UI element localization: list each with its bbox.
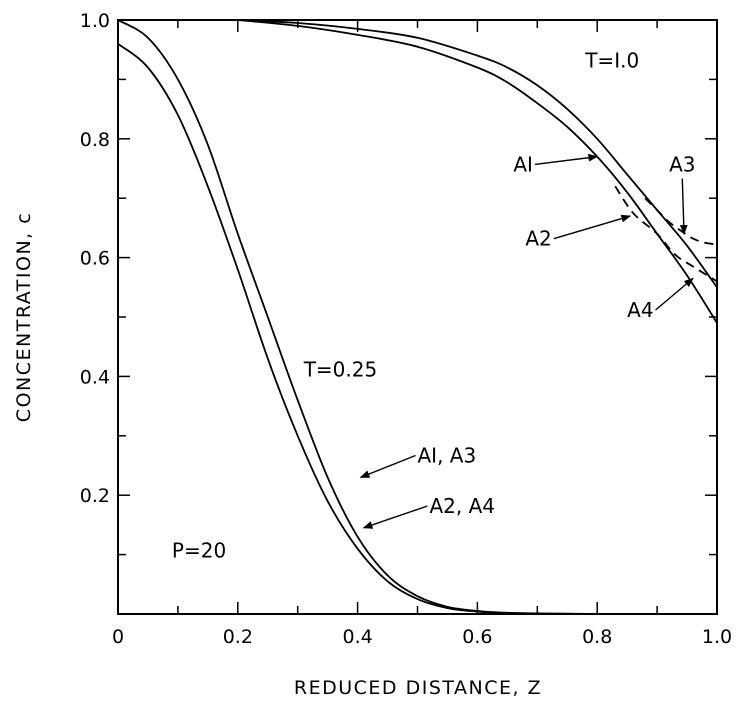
series-line-4 bbox=[237, 19, 718, 324]
x-tick-label: 0.2 bbox=[223, 626, 253, 648]
tick-labels: 0 0.2 0.4 0.6 0.8 1.0 0.2 0.4 0.6 0.8 1.0 bbox=[80, 10, 732, 648]
annotation-label: AI, A3 bbox=[418, 444, 477, 468]
annotation-arrow bbox=[553, 214, 632, 240]
annotation-label: T=I.0 bbox=[584, 49, 639, 73]
annotation-arrow bbox=[362, 505, 428, 529]
series-line-6 bbox=[614, 185, 718, 283]
annotation-arrow bbox=[359, 454, 416, 479]
annotation-arrow bbox=[534, 153, 599, 166]
series-line-2 bbox=[117, 43, 598, 615]
annotation-label: P=20 bbox=[172, 539, 226, 563]
x-axis-title: REDUCED DISTANCE, Z bbox=[294, 677, 542, 699]
y-tick-label: 0.4 bbox=[80, 366, 110, 388]
x-tick-label: 0.6 bbox=[462, 626, 492, 648]
annotation-label: A2, A4 bbox=[429, 494, 495, 518]
annotation-arrow bbox=[679, 178, 688, 235]
x-tick-label: 1.0 bbox=[702, 626, 732, 648]
annotation-label: A3 bbox=[669, 152, 695, 176]
x-tick-label: 0 bbox=[112, 626, 124, 648]
x-tick-label: 0.8 bbox=[582, 626, 612, 648]
annotation-label: AI bbox=[513, 152, 533, 176]
annotation-arrow bbox=[655, 277, 694, 311]
y-tick-label: 0.2 bbox=[80, 485, 110, 507]
annotation-label: A4 bbox=[627, 298, 653, 322]
series-line-1 bbox=[117, 19, 598, 615]
y-axis-title: CONCENTRATION, c bbox=[13, 212, 35, 422]
series-line-3 bbox=[237, 19, 718, 288]
annotation-label: A2 bbox=[525, 227, 551, 251]
x-tick-label: 0.4 bbox=[342, 626, 372, 648]
y-tick-label: 1.0 bbox=[80, 10, 110, 32]
annotation-label: T=0.25 bbox=[303, 357, 378, 381]
y-tick-label: 0.8 bbox=[80, 129, 110, 151]
annotation-layer: T=I.0 AI A3 A2 A4 T=0.25 AI, A3 A2, A4 P=20 bbox=[172, 49, 696, 563]
y-tick-label: 0.6 bbox=[80, 248, 110, 270]
